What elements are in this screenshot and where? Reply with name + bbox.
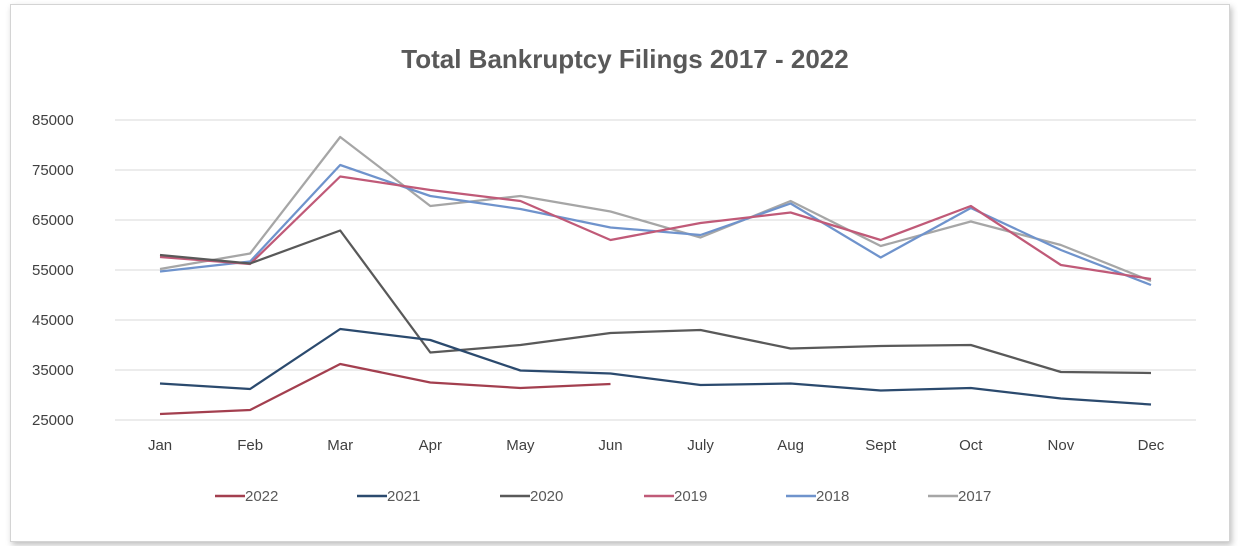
x-axis-ticks: Jan Feb Mar Apr May Jun July Aug Sept Oct Nov Dec [148, 437, 1165, 454]
x-tick-label: Oct [959, 437, 983, 454]
y-tick-label: 25000 [32, 412, 74, 429]
y-tick-label: 45000 [32, 312, 74, 329]
y-axis-ticks: 25000 35000 45000 55000 65000 75000 85000 [32, 112, 74, 429]
x-tick-label: Jun [598, 437, 622, 454]
legend-label: 2021 [387, 488, 420, 505]
series-line-2020 [159, 229, 1152, 375]
legend-label: 2020 [530, 488, 563, 505]
x-tick-label: Aug [777, 437, 804, 454]
x-tick-label: Nov [1048, 437, 1075, 454]
y-tick-label: 85000 [32, 112, 74, 129]
x-tick-label: July [687, 437, 714, 454]
x-tick-label: Sept [865, 437, 897, 454]
x-tick-label: May [506, 437, 535, 454]
series-line-2022 [159, 362, 611, 416]
y-tick-label: 35000 [32, 362, 74, 379]
series-lines [159, 135, 1152, 416]
chart-title: Total Bankruptcy Filings 2017 - 2022 [401, 44, 848, 74]
x-tick-label: Jan [148, 437, 172, 454]
legend: 2022 2021 2020 2019 2018 2017 [215, 488, 991, 505]
series-line-2019 [159, 175, 1152, 281]
x-tick-label: Dec [1138, 437, 1165, 454]
x-tick-label: Mar [327, 437, 353, 454]
x-tick-label: Feb [237, 437, 263, 454]
series-line-2021 [159, 327, 1152, 406]
legend-label: 2018 [816, 488, 849, 505]
y-tick-label: 75000 [32, 162, 74, 179]
gridlines [115, 119, 1196, 421]
legend-label: 2019 [674, 488, 707, 505]
series-line-2017 [159, 135, 1152, 283]
chart-frame [10, 4, 1230, 542]
legend-label: 2017 [958, 488, 991, 505]
y-tick-label: 65000 [32, 212, 74, 229]
legend-label: 2022 [245, 488, 278, 505]
x-tick-label: Apr [419, 437, 442, 454]
y-tick-label: 55000 [32, 262, 74, 279]
